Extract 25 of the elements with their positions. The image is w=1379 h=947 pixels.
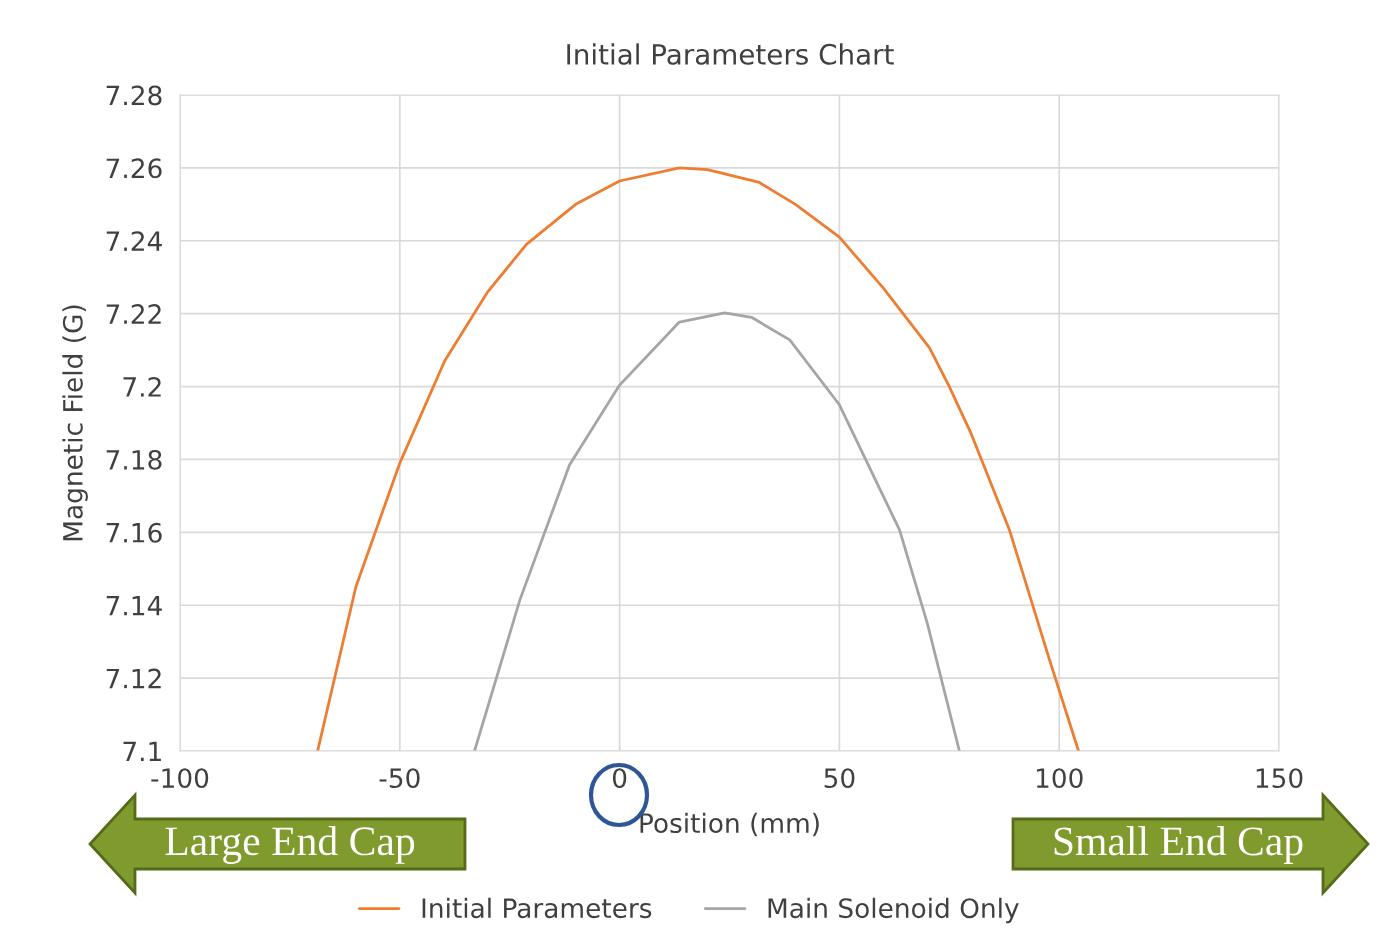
line-series	[316, 166, 1080, 751]
y-tick-label: 7.14	[106, 596, 162, 616]
y-tick-label: 7.1	[123, 741, 161, 762]
x-tick-label: 50	[824, 768, 855, 789]
legend-label: Initial Parameters	[422, 897, 652, 919]
x-tick-label: 100	[1036, 768, 1083, 789]
y-tick-label: 7.24	[106, 231, 162, 251]
text: Small End Cap	[1054, 826, 1303, 864]
text: Large End Cap	[165, 826, 415, 864]
y-tick-label: 7.2	[123, 377, 161, 397]
y-tick-label: 7.16	[106, 522, 162, 543]
x-tick-label: 150	[1256, 768, 1303, 789]
y-tick-label: 7.28	[106, 85, 162, 106]
y-tick-label: 7.12	[106, 668, 161, 689]
x-tick-label: -100	[151, 768, 209, 789]
x-tick-label: -50	[379, 768, 420, 789]
y-tick-label: 7.22	[106, 304, 161, 324]
x-tick-label: 0	[612, 768, 627, 789]
x-axis-title: Position (mm)	[640, 812, 819, 837]
y-tick-label: 7.26	[106, 158, 162, 179]
y-tick-label: 7.18	[106, 449, 162, 470]
chart-title: Initial Parameters Chart	[567, 43, 894, 65]
legend-label: Main Solenoid Only	[768, 897, 1019, 924]
line-series	[473, 311, 961, 751]
y-axis-title: Magnetic Field (G)	[62, 305, 88, 541]
